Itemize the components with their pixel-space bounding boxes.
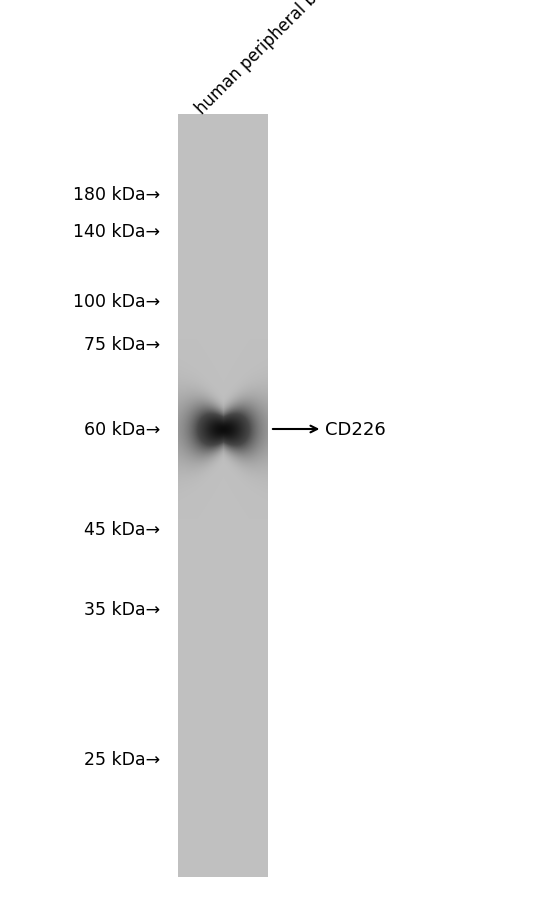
Text: 180 kDa→: 180 kDa→	[73, 186, 160, 204]
Text: 100 kDa→: 100 kDa→	[73, 292, 160, 310]
Text: 45 kDa→: 45 kDa→	[84, 520, 160, 538]
Text: 140 kDa→: 140 kDa→	[73, 223, 160, 241]
Text: 35 kDa→: 35 kDa→	[84, 601, 160, 618]
Text: 25 kDa→: 25 kDa→	[84, 750, 160, 769]
Text: CD226: CD226	[273, 420, 386, 438]
Text: 75 kDa→: 75 kDa→	[84, 336, 160, 354]
Text: 60 kDa→: 60 kDa→	[84, 420, 160, 438]
Text: human peripheral blood platelets: human peripheral blood platelets	[192, 0, 401, 118]
Bar	[178, 115, 268, 877]
